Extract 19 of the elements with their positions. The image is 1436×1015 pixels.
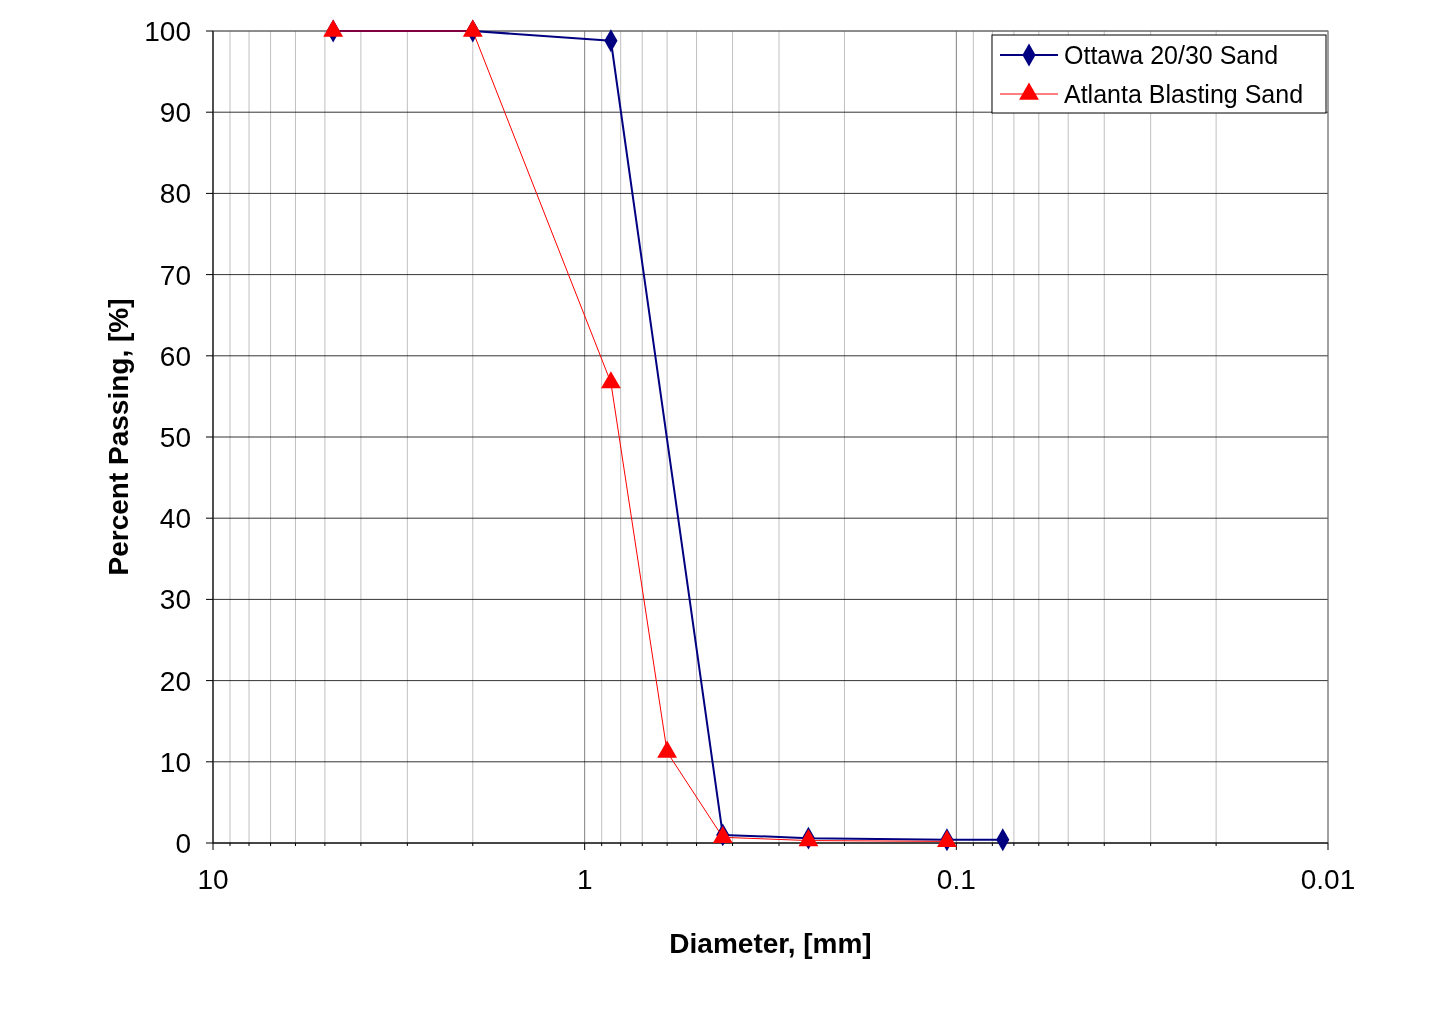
y-tick-label: 70 (159, 259, 191, 291)
y-tick-label: 50 (159, 422, 191, 453)
y-tick-label: 10 (159, 746, 191, 778)
y-tick-label: 30 (159, 584, 191, 616)
x-axis-title: Diameter, [mm] (669, 928, 872, 959)
y-tick-label: 90 (159, 97, 191, 129)
legend-label: Ottawa 20/30 Sand (1064, 41, 1279, 69)
y-tick-label: 20 (159, 665, 191, 697)
legend-label: Atlanta Blasting Sand (1064, 80, 1304, 108)
y-tick-label: 60 (159, 340, 191, 372)
y-tick-label: 40 (159, 503, 191, 535)
x-tick-label: 10 (197, 864, 229, 895)
y-tick-label: 100 (144, 16, 191, 47)
x-tick-label: 0.01 (1300, 864, 1356, 895)
x-tick-label: 0.1 (936, 864, 976, 895)
x-tick-label: 1 (576, 864, 593, 895)
y-tick-label: 80 (159, 178, 191, 210)
y-tick-label: 0 (175, 828, 191, 859)
y-axis-title: Percent Passing, [%] (103, 298, 134, 576)
